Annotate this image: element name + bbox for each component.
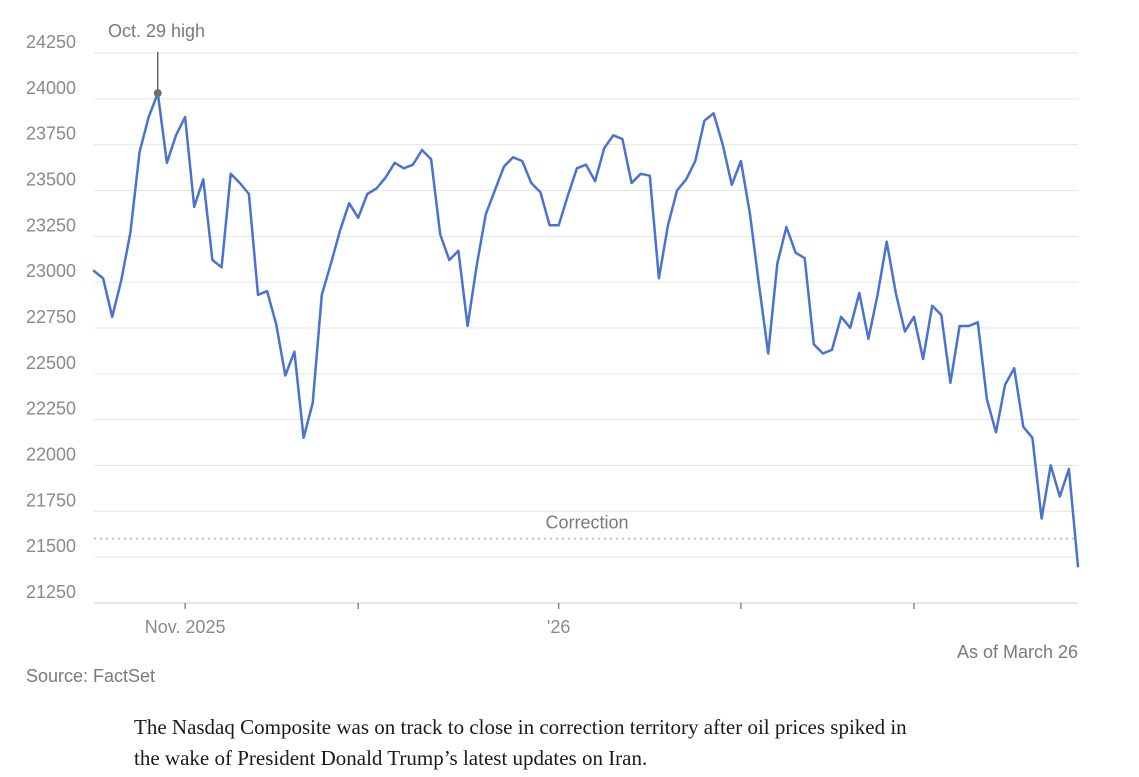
nasdaq-line-chart: 24250 24000 23750 23500 23250 23000 22750 22500…: [26, 21, 1080, 637]
y-tick-label: 21500: [26, 536, 76, 556]
y-tick-label: 22500: [26, 353, 76, 373]
y-tick-label: 22000: [26, 445, 76, 465]
y-tick-label: 23750: [26, 124, 76, 144]
y-tick-label: 24250: [26, 32, 76, 52]
y-tick-label: 21250: [26, 582, 76, 602]
x-axis-ticks: Nov. 2025 '26: [145, 603, 915, 637]
y-tick-label: 23000: [26, 261, 76, 281]
nasdaq-series-line: [92, 91, 1080, 568]
y-tick-label: 23500: [26, 170, 76, 190]
y-tick-label: 24000: [26, 78, 76, 98]
caption-text: The Nasdaq Composite was on track to clo…: [134, 715, 907, 770]
y-axis-ticks: 24250 24000 23750 23500 23250 23000 22750 22500…: [26, 32, 76, 602]
y-tick-label: 22750: [26, 307, 76, 327]
x-tick-label: Nov. 2025: [145, 617, 226, 637]
y-tick-label: 23250: [26, 215, 76, 235]
y-tick-label: 21750: [26, 490, 76, 510]
y-tick-label: 22250: [26, 399, 76, 419]
source-note: Source: FactSet: [26, 666, 156, 686]
peak-annotation-label: Oct. 29 high: [108, 21, 205, 41]
correction-label: Correction: [545, 513, 628, 533]
x-tick-label: '26: [547, 617, 570, 637]
as-of-note: As of March 26: [956, 642, 1078, 662]
peak-marker-dot: [153, 89, 162, 98]
